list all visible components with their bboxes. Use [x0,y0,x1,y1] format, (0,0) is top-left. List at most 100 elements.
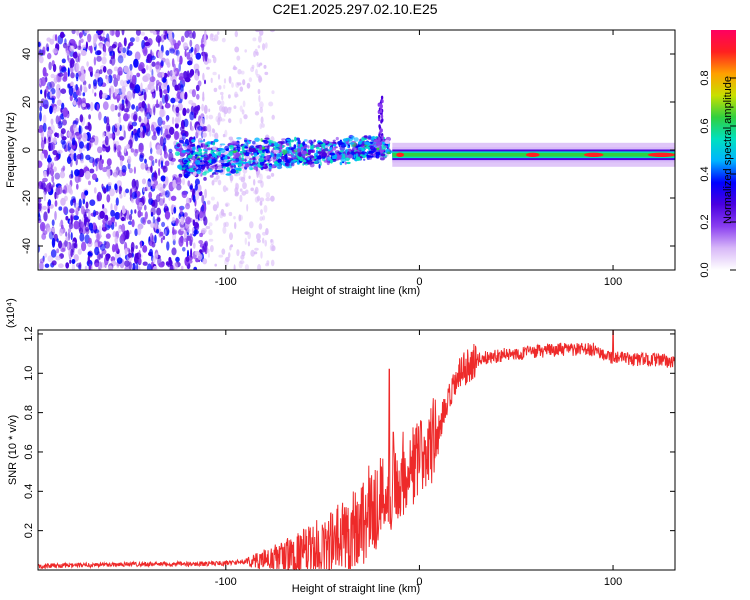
spectrogram-cell [225,203,228,207]
spectrogram-cell [252,37,257,42]
spectrogram-cell [207,252,210,258]
spectrogram-cell [38,42,41,47]
spectrogram-cell [183,230,187,240]
spectrogram-cell [384,139,390,145]
spectrogram-cell [195,121,200,129]
spectrogram-cell [256,61,259,68]
spectrogram-cell [130,209,133,215]
spectrogram-hotspot [396,152,404,157]
spectrogram-cell [255,156,260,160]
snr-y-tick-label: 1.2 [23,326,35,341]
spectrogram-cell [256,170,259,178]
spectrogram-cell [48,184,54,190]
spectrogram-y-tick-label: 0 [21,147,33,153]
spectrogram-cell [281,145,285,148]
spectrogram-cell [328,142,333,146]
spectrogram-cell [131,178,137,189]
spectrogram-cell [47,199,52,207]
spectrogram-cell [321,152,327,157]
spectrogram-cell [244,237,247,245]
spectrogram-cell [88,114,91,120]
spectrogram-cell [165,134,172,139]
spectrogram-cell [157,50,164,59]
spectrogram-cell [239,214,244,221]
spectrogram-cell [379,109,383,114]
spectrogram-cell [147,54,152,63]
spectrogram-cell [38,197,42,203]
spectrogram-cell [241,190,247,196]
spectrogram-cell [133,166,136,174]
spectrogram-cell [106,194,111,203]
spectrogram-cell [107,265,113,270]
spectrogram-cell [114,105,118,111]
spectrogram-cell [189,111,195,121]
spectrogram-cell [269,30,275,33]
spectrogram-cell [262,215,266,221]
spectrogram-cell [347,154,353,159]
spectrogram-cell [270,172,275,177]
spectrogram-cell [171,247,177,256]
spectrogram-cell [130,246,134,254]
spectrogram-cell [104,46,107,53]
spectrogram-cell [379,141,383,146]
spectrogram-cell [96,55,102,62]
spectrogram-cell [81,241,87,252]
spectrogram-cell [224,221,229,227]
spectrogram-layer [38,30,675,270]
spectrogram-cell [151,183,156,190]
spectrogram-cell [177,83,181,91]
spectrogram-cell [182,107,187,117]
spectrogram-cell [202,258,208,265]
spectrogram-cell [191,89,196,98]
spectrogram-cell [42,149,46,154]
spectrogram-cell [239,150,243,154]
spectrogram-cell [239,194,243,203]
spectrogram-cell [96,191,102,202]
spectrogram-cell [213,87,218,93]
spectrogram-cell [265,228,269,236]
spectrogram-cell [240,254,245,260]
spectrogram-cell [154,170,157,179]
spectrogram-cell [344,153,348,156]
spectrogram-cell [124,260,130,267]
spectrogram-cell [148,197,154,205]
spectrogram-cell [69,94,73,102]
spectrogram-cell [143,91,147,101]
spectrogram-cell [216,201,219,209]
spectrogram-cell [113,244,119,253]
spectrogram-cell [113,143,117,153]
spectrogram-cell [133,148,138,157]
spectrogram-cell [171,230,177,235]
spectrogram-cell [213,138,219,143]
spectrogram-cell [114,88,118,97]
spectrogram-cell [110,103,116,112]
spectrogram-cell [114,122,121,129]
spectrogram-cell [201,228,207,234]
spectrogram-cell [331,157,337,159]
spectrogram-cell [97,77,104,87]
spectrogram-cell [44,152,48,159]
spectrogram-cell [271,90,275,95]
spectrogram-cell [83,84,87,90]
spectrogram-cell [217,112,221,120]
spectrogram-cell [162,125,169,129]
spectrogram-cell [94,158,98,167]
colorbar-tick-label: 0.2 [699,214,711,229]
spectrogram-cell [209,153,211,158]
spectrogram-cell [250,152,254,156]
spectrogram-cell [244,264,249,270]
spectrogram-cell [109,188,115,197]
spectrogram-cell [69,149,75,155]
spectrogram-cell [222,162,225,167]
spectrogram-cell [80,205,85,215]
spectrogram-cell [272,156,277,160]
spectrogram-cell [78,32,83,38]
spectrogram-cell [116,257,123,264]
spectrogram-cell [211,165,216,168]
spectrogram-cell [242,168,248,174]
spectrogram-cell [270,259,275,267]
spectrogram-cell [259,107,263,113]
spectrogram-cell [176,184,182,191]
spectrogram-cell [126,50,133,56]
spectrogram-cell [151,235,154,245]
